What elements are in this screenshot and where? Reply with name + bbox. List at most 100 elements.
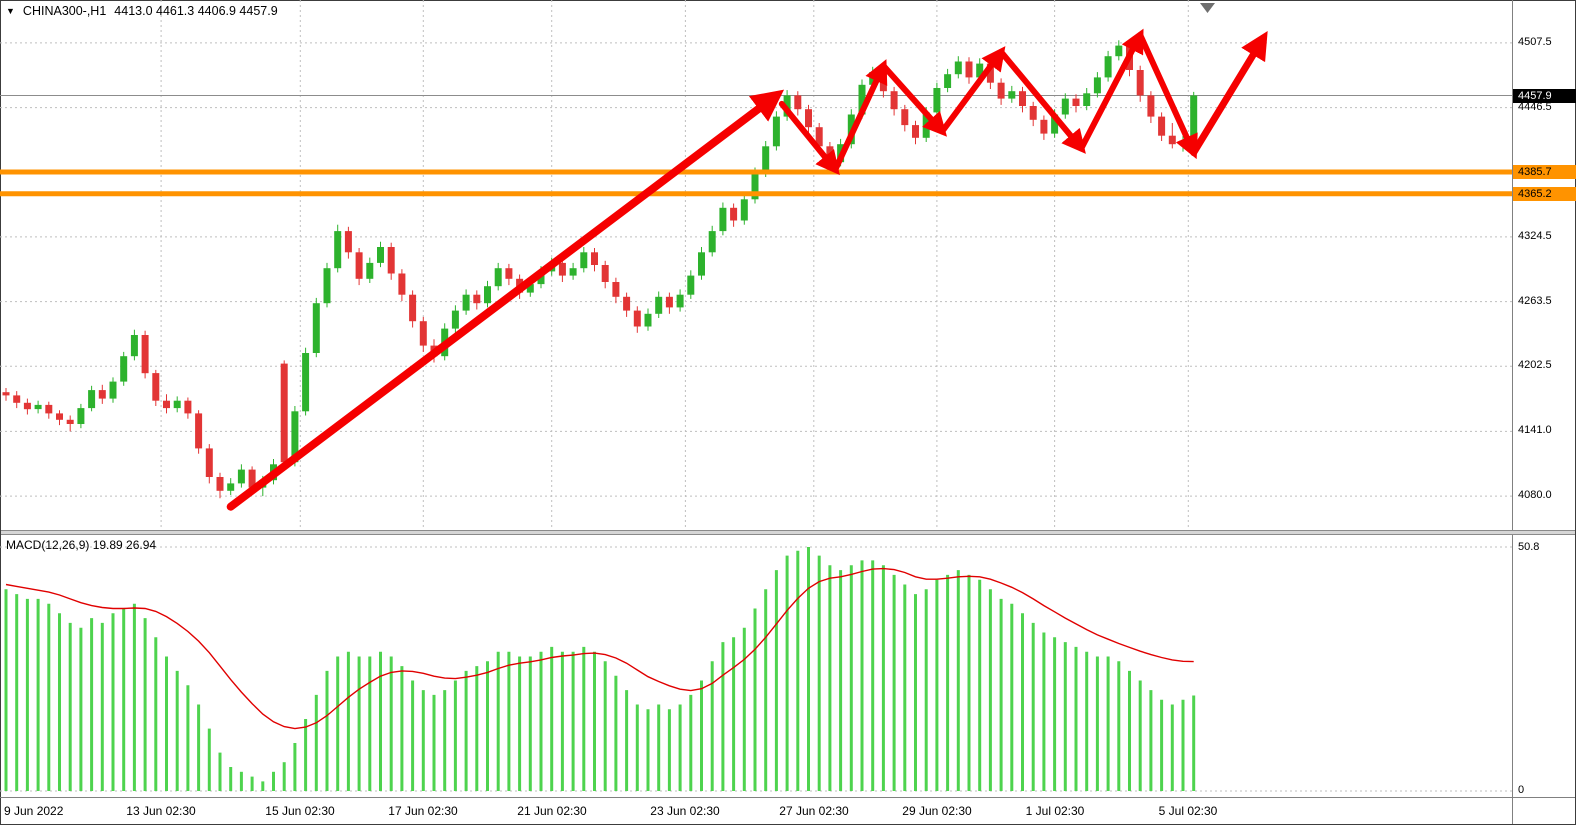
level-price-tag: 4365.2 [1513, 187, 1576, 201]
price-chart-area[interactable]: ▼ CHINA300-,H1 4413.0 4461.3 4406.9 4457… [0, 0, 1512, 530]
bear-candle [409, 294, 417, 322]
bear-candle [612, 282, 620, 297]
bear-candle [195, 413, 203, 449]
bear-candle [558, 262, 566, 276]
trend-arrow[interactable] [226, 89, 785, 511]
bear-candle [591, 252, 598, 265]
candles [2, 40, 1198, 499]
price-axis[interactable]: 4507.5 4446.5 4324.5 4263.5 4202.5 4141.0 4080… [1512, 0, 1576, 530]
trend-arrow[interactable] [832, 59, 888, 173]
bull-candle [34, 404, 42, 410]
price-tick-label: 4446.5 [1518, 101, 1552, 113]
bull-candle [1083, 93, 1091, 106]
trend-arrow[interactable] [1137, 32, 1198, 160]
bull-candle [719, 207, 727, 232]
bear-candle [794, 95, 802, 110]
bear-candle [66, 419, 74, 424]
bear-candle [387, 247, 395, 274]
bull-candle [1061, 98, 1069, 115]
bear-candle [45, 404, 53, 414]
bull-candle [569, 268, 577, 276]
bull-candle [323, 268, 331, 304]
trend-arrow[interactable] [880, 62, 948, 137]
bear-candle [901, 109, 909, 126]
bear-candle [805, 109, 812, 128]
bull-candle [88, 390, 96, 409]
bear-candle [1019, 91, 1026, 106]
time-label: 5 Jul 02:30 [1158, 804, 1218, 818]
time-label: 13 Jun 02:30 [126, 804, 196, 818]
bear-candle [730, 207, 738, 221]
time-label: 29 Jun 02:30 [902, 804, 972, 818]
bull-candle [494, 268, 502, 287]
bear-candle [398, 273, 406, 295]
bull-candle [976, 63, 984, 78]
macd-axis-max: 50.8 [1518, 541, 1540, 553]
bull-candle [1104, 56, 1112, 78]
bear-candle [997, 82, 1005, 99]
bear-candle [344, 231, 352, 253]
bull-candle [708, 231, 716, 253]
bull-candle [762, 146, 770, 173]
bear-candle [184, 400, 192, 414]
bull-candle [740, 199, 748, 221]
bear-candle [13, 395, 21, 403]
bear-candle [248, 469, 256, 488]
panel-splitter[interactable] [0, 530, 1576, 535]
trend-arrow[interactable] [778, 100, 840, 176]
bear-candle [623, 296, 631, 311]
bull-candle [173, 400, 181, 409]
bear-candle [1072, 98, 1080, 106]
bull-candle [687, 275, 695, 295]
time-label: 23 Jun 02:30 [650, 804, 720, 818]
bear-candle [815, 127, 823, 147]
bear-candle [1040, 119, 1048, 134]
bull-candle [366, 262, 374, 279]
bull-candle [334, 231, 342, 269]
bear-candle [23, 402, 31, 410]
trend-arrow[interactable] [939, 46, 1006, 135]
bull-candle [1093, 77, 1101, 94]
time-label: 9 Jun 2022 [4, 804, 64, 818]
bear-candle [163, 400, 170, 409]
bear-candle [1158, 116, 1166, 136]
time-axis[interactable]: 9 Jun 2022 13 Jun 02:30 15 Jun 02:30 17 Jun… [0, 797, 1512, 825]
chart-shift-marker[interactable] [1200, 3, 1215, 13]
bull-candle [1179, 143, 1187, 145]
price-tick-label: 4141.0 [1518, 424, 1552, 436]
bull-candle [462, 294, 470, 311]
trend-arrow[interactable] [1190, 31, 1268, 157]
bull-candle [772, 116, 780, 147]
bear-candle [419, 321, 427, 346]
bull-candle [526, 284, 534, 293]
bull-candle [291, 411, 299, 463]
bear-candle [141, 335, 149, 374]
bear-candle [965, 61, 973, 78]
bear-candle [56, 413, 63, 420]
price-tick-label: 4263.5 [1518, 295, 1552, 307]
bear-candle [205, 448, 213, 477]
bull-candle [302, 353, 310, 412]
bear-candle [505, 268, 513, 279]
bear-candle [355, 252, 363, 279]
time-label: 27 Jun 02:30 [779, 804, 849, 818]
bull-candle [933, 88, 941, 113]
level-price-tag: 4385.7 [1513, 165, 1576, 179]
bear-candle [1147, 95, 1155, 117]
bull-candle [1115, 45, 1123, 57]
bull-candle [109, 381, 117, 399]
bear-candle [665, 296, 673, 308]
bull-candle [77, 408, 85, 424]
bull-candle [676, 294, 684, 308]
trend-arrow[interactable] [1078, 28, 1144, 152]
axis-corner [1512, 797, 1576, 825]
bear-candle [986, 63, 994, 83]
time-label: 15 Jun 02:30 [265, 804, 335, 818]
trend-arrow[interactable] [998, 48, 1086, 154]
macd-panel[interactable]: MACD(12,26,9) 19.89 26.94 [0, 535, 1512, 797]
bull-candle [451, 310, 459, 329]
bull-candle [130, 335, 138, 357]
macd-axis: 50.8 0 [1512, 535, 1576, 797]
bull-candle [954, 61, 962, 75]
